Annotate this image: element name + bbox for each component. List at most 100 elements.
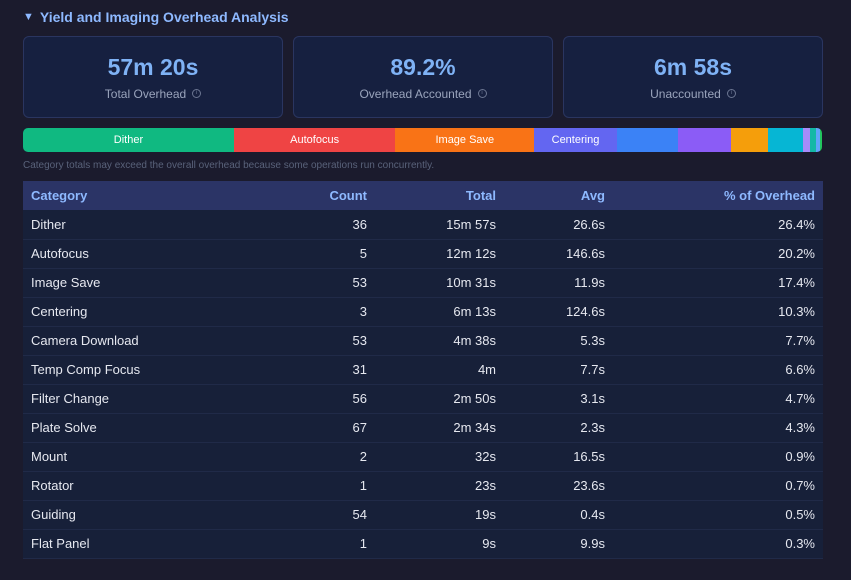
cell-category: Filter Change <box>31 391 110 406</box>
cell-percent: 0.5% <box>785 507 815 522</box>
overhead-accounted-label: Overhead Accounted i <box>359 87 487 101</box>
section-title: Yield and Imaging Overhead Analysis <box>39 9 289 25</box>
cell-percent: 7.7% <box>785 333 815 348</box>
overhead-accounted-value: 89.2% <box>390 53 456 80</box>
cell-avg: 7.7s <box>580 362 605 377</box>
total-overhead-value: 57m 20s <box>107 53 199 80</box>
cell-avg: 26.6s <box>573 216 605 232</box>
bar-segment[interactable] <box>809 128 816 152</box>
cell-percent: 0.7% <box>785 478 815 493</box>
table-row: Camera Download 53 4m 38s 5.3s 7.7% <box>23 326 823 355</box>
summary-cards: 57m 20s Total Overhead i 89.2% Overhead … <box>23 36 823 118</box>
bar-segment[interactable]: Image Save <box>395 128 535 152</box>
header-percent[interactable]: % of Overhead <box>723 188 815 203</box>
cell-avg: 16.5s <box>573 449 605 464</box>
cell-count: 54 <box>352 507 367 522</box>
cell-total: 6m 13s <box>453 304 496 319</box>
cell-count: 1 <box>359 536 367 551</box>
cell-category: Flat Panel <box>31 536 90 551</box>
cell-total: 2m 50s <box>453 391 496 406</box>
cell-percent: 10.3% <box>778 304 815 319</box>
table-row: Autofocus 5 12m 12s 146.6s 20.2% <box>23 239 823 268</box>
cell-count: 31 <box>352 362 367 377</box>
cell-category: Centering <box>31 304 88 319</box>
cell-percent: 4.3% <box>785 420 815 435</box>
cell-category: Rotator <box>31 478 74 493</box>
cell-avg: 124.6s <box>565 304 605 319</box>
header-category[interactable]: Category <box>31 188 88 203</box>
bar-segment[interactable] <box>678 128 731 152</box>
bar-segment[interactable] <box>815 128 820 152</box>
cell-count: 67 <box>352 420 367 435</box>
concurrency-note: Category totals may exceed the overall o… <box>23 160 435 171</box>
cell-category: Guiding <box>31 507 76 522</box>
cell-total: 4m <box>477 362 496 377</box>
table-row: Centering 3 6m 13s 124.6s 10.3% <box>23 297 823 326</box>
total-overhead-label: Total Overhead i <box>104 86 202 101</box>
cell-count: 5 <box>359 246 367 261</box>
cell-total: 2m 34s <box>453 420 496 435</box>
table-row: Image Save 53 10m 31s 11.9s 17.4% <box>23 268 823 297</box>
cell-count: 53 <box>352 275 367 290</box>
cell-total: 15m 57s <box>446 216 496 232</box>
cell-count: 2 <box>359 449 367 464</box>
bar-segment[interactable] <box>768 128 803 152</box>
bar-segment[interactable] <box>730 128 769 152</box>
cell-total: 9s <box>482 536 496 551</box>
table-row: Temp Comp Focus 31 4m 7.7s 6.6% <box>23 355 823 384</box>
header-avg[interactable]: Avg <box>580 188 605 203</box>
caret-down-icon[interactable]: ▼ <box>23 11 34 23</box>
bar-segment[interactable]: Autofocus <box>233 128 396 152</box>
cell-count: 3 <box>359 304 367 319</box>
cell-percent: 26.4% <box>778 216 815 232</box>
header-total[interactable]: Total <box>465 188 496 203</box>
table-row: Plate Solve 67 2m 34s 2.3s 4.3% <box>23 413 823 442</box>
bar-segment[interactable]: Centering <box>534 128 617 152</box>
table-row: Flat Panel 1 9s 9.9s 0.3% <box>23 529 823 558</box>
cell-avg: 146.6s <box>565 246 605 261</box>
bar-segment[interactable]: Dither <box>23 128 234 152</box>
table-body: Dither 36 15m 57s 26.6s 26.4% Autofocus 5 12m 1… <box>23 210 823 558</box>
table-row: Filter Change 56 2m 50s 3.1s 4.7% <box>23 384 823 413</box>
cell-percent: 6.6% <box>785 362 815 377</box>
cell-total: 32s <box>475 449 496 464</box>
cell-count: 56 <box>352 391 367 406</box>
overhead-distribution-bar: Dither Autofocus Image Save Centering <box>23 128 822 152</box>
cell-avg: 5.3s <box>580 333 605 348</box>
table-header-row: Category Count Total Avg % of Overhead <box>23 181 823 210</box>
cell-percent: 0.9% <box>785 449 815 464</box>
table-row: Dither 36 15m 57s 26.6s 26.4% <box>23 210 823 239</box>
table-row: Mount 2 32s 16.5s 0.9% <box>23 442 823 471</box>
cell-avg: 0.4s <box>580 507 605 522</box>
cell-category: Mount <box>31 449 68 464</box>
cell-count: 53 <box>352 333 367 348</box>
unaccounted-value: 6m 58s <box>653 53 732 80</box>
card-label-text: Unaccounted <box>650 86 721 101</box>
cell-total: 12m 12s <box>446 246 496 261</box>
cell-count: 36 <box>352 216 367 232</box>
bar-segment[interactable] <box>819 128 822 152</box>
unaccounted-label: Unaccounted i <box>650 87 736 101</box>
info-icon[interactable]: i <box>726 89 736 98</box>
bar-segment[interactable] <box>616 128 679 152</box>
cell-category: Camera Download <box>31 333 139 348</box>
overhead-table: Category Count Total Avg % of Overhead D… <box>23 181 823 559</box>
info-icon[interactable]: i <box>477 89 487 98</box>
unaccounted-card: 6m 58s Unaccounted i <box>563 36 823 118</box>
cell-percent: 4.7% <box>785 391 815 406</box>
cell-total: 19s <box>475 507 496 522</box>
cell-count: 1 <box>359 478 367 493</box>
cell-category: Autofocus <box>31 246 89 261</box>
total-overhead-card: 57m 20s Total Overhead i <box>23 36 283 118</box>
table-row: Guiding 54 19s 0.4s 0.5% <box>23 500 823 529</box>
cell-category: Image Save <box>31 275 101 290</box>
section-header[interactable]: ▼ Yield and Imaging Overhead Analysis <box>23 9 289 25</box>
header-count[interactable]: Count <box>329 188 367 203</box>
cell-avg: 11.9s <box>574 275 605 290</box>
cell-avg: 23.6s <box>573 478 605 493</box>
cell-percent: 17.4% <box>778 275 815 290</box>
card-label-text: Total Overhead <box>104 86 187 101</box>
table-row: Rotator 1 23s 23.6s 0.7% <box>23 471 823 500</box>
info-icon[interactable]: i <box>192 89 202 98</box>
bar-segment[interactable] <box>802 128 810 152</box>
